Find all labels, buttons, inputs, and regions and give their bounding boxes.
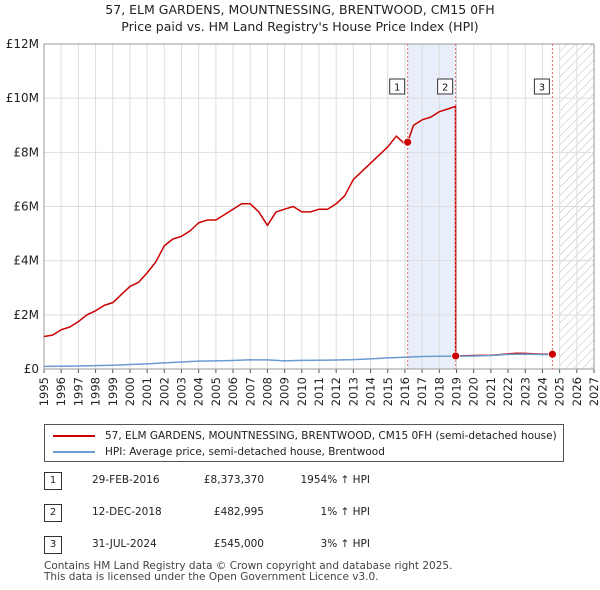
x-tick-label: 2027 [587,377,600,406]
sale-marker-box [437,78,454,95]
y-tick-label: £8M [13,145,39,159]
sale-number-badge: 1 [44,472,62,490]
x-tick-label: 2001 [140,377,154,406]
x-tick-label: 2006 [226,377,240,406]
sale-date: 12-DEC-2018 [92,506,162,518]
sale-marker-label: 2 [442,83,448,94]
y-tick-label: £0 [24,362,39,376]
x-tick-label: 2009 [278,377,292,406]
legend-label-hpi: HPI: Average price, semi-detached house,… [105,446,385,458]
legend-swatch-property [53,435,95,437]
x-tick-label: 2011 [312,377,326,406]
y-tick-label: £10M [6,91,39,105]
sale-marker-label: 1 [394,83,400,94]
legend-label-property: 57, ELM GARDENS, MOUNTNESSING, BRENTWOOD… [105,430,557,442]
sale-date: 29-FEB-2016 [92,474,160,486]
x-tick-label: 2020 [467,377,481,406]
x-tick-label: 2004 [192,377,206,406]
chart-subtitle: Price paid vs. HM Land Registry's House … [121,19,479,34]
sale-hpi-change: 1954% ↑ HPI [300,474,371,486]
x-tick-label: 2025 [553,377,567,406]
x-tick-label: 1998 [89,377,103,406]
x-tick-label: 2012 [329,377,343,406]
y-tick-label: £2M [13,308,39,322]
legend-swatch-hpi [53,451,95,453]
price-chart: £0 £2M £4M £6M £8M £10M £12M 1995 1996 1997 1998 19… [6,37,600,406]
sale-number-badge: 2 [44,504,62,522]
chart-title: 57, ELM GARDENS, MOUNTNESSING, BRENTWOOD… [105,2,495,17]
sale-price: £8,373,370 [203,474,264,486]
sale-point [451,351,461,361]
sale-hpi-change: 3% ↑ HPI [320,538,370,550]
hpi-line [43,353,553,368]
y-tick-label: £4M [13,254,39,268]
legend-item-property: 57, ELM GARDENS, MOUNTNESSING, BRENTWOOD… [53,428,557,444]
x-tick-label: 1995 [37,377,51,406]
x-tick-label: 2018 [432,377,446,406]
plot-frame [43,43,595,370]
x-tick-label: 2022 [501,377,515,406]
legend: 57, ELM GARDENS, MOUNTNESSING, BRENTWOOD… [44,424,564,462]
sale-point [548,349,557,359]
x-tick-label: 2026 [570,377,584,406]
sale-number-badge: 3 [44,536,62,554]
sale-row: 1 29-FEB-2016 £8,373,370 1954% ↑ HPI [44,472,584,490]
x-tick-label: 1999 [106,377,120,406]
x-tick-label: 2016 [398,377,412,406]
sale-price: £482,995 [213,506,264,518]
x-tick-label: 2010 [295,377,309,406]
sale-row: 3 31-JUL-2024 £545,000 3% ↑ HPI [44,536,584,554]
x-tick-label: 2007 [243,377,257,406]
x-tick-label: 2003 [175,377,189,406]
x-tick-label: 2024 [535,377,549,406]
x-tick-label: 2000 [123,377,137,406]
legend-item-hpi: HPI: Average price, semi-detached house,… [53,444,385,460]
footer: Contains HM Land Registry data © Crown c… [44,561,452,583]
sale-price: £545,000 [213,538,264,550]
sale-marker-label: 3 [539,83,545,94]
sale-row: 2 12-DEC-2018 £482,995 1% ↑ HPI [44,504,584,522]
sale-marker-box [389,78,406,95]
x-tick-label: 1996 [54,377,68,406]
sale-hpi-change: 1% ↑ HPI [320,506,370,518]
x-tick-label: 2015 [381,377,395,406]
footer-licence: This data is licensed under the Open Gov… [44,571,379,583]
x-tick-label: 2019 [450,377,464,406]
footer-copyright: Contains HM Land Registry data © Crown c… [44,560,453,572]
x-tick-label: 2023 [518,377,532,406]
y-tick-label: £12M [6,37,39,51]
x-tick-label: 2021 [484,377,498,406]
x-tick-label: 2014 [364,377,378,406]
x-tick-label: 2008 [260,377,274,406]
x-tick-label: 2002 [157,377,171,406]
sale-marker-box [533,78,550,95]
x-tick-label: 2017 [415,377,429,406]
y-tick-label: £6M [13,200,39,214]
x-tick-label: 2005 [209,377,223,406]
sale-date: 31-JUL-2024 [92,538,157,550]
x-tick-label: 2013 [346,377,360,406]
x-tick-label: 1997 [71,377,85,406]
sale-point [403,137,413,147]
